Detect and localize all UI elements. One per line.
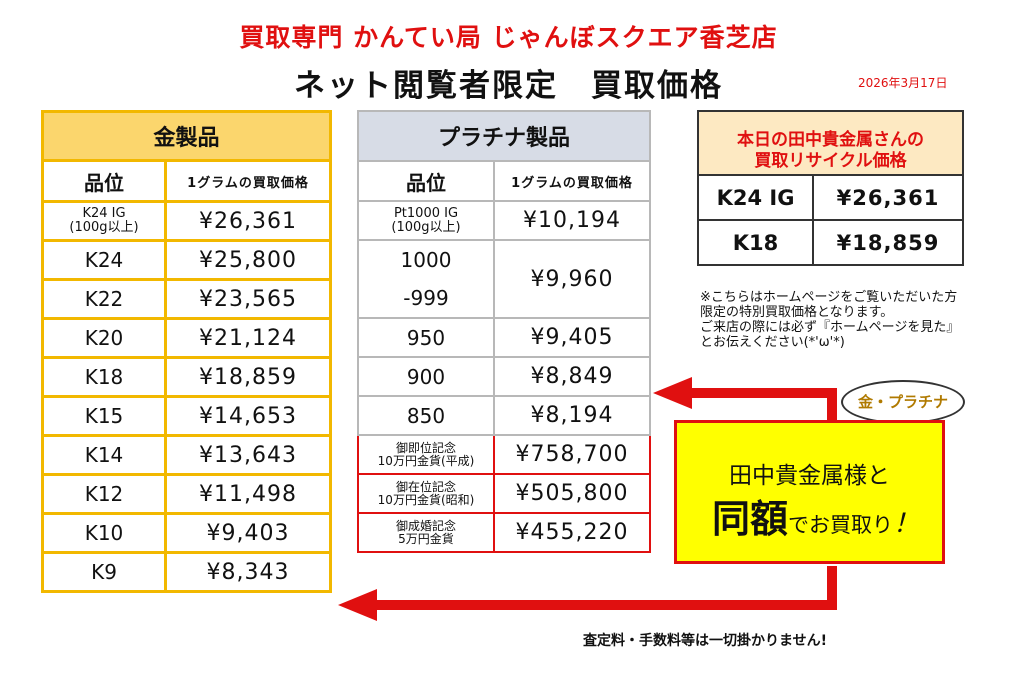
table-row: 950 ¥9,405 xyxy=(357,317,651,358)
gold-grade: K20 xyxy=(41,317,167,359)
platinum-col-price: 1グラムの買取価格 xyxy=(493,160,651,202)
platinum-grade-bottom: -999 xyxy=(357,279,495,319)
tanaka-price: ¥26,361 xyxy=(812,176,962,220)
platinum-price-table: プラチナ製品 品位 1グラムの買取価格 Pt1000 IG (100g以上) ¥… xyxy=(357,110,651,553)
table-row: -999 xyxy=(357,279,650,319)
gold-price: ¥18,859 xyxy=(164,356,332,398)
gold-price: ¥14,653 xyxy=(164,395,332,437)
platinum-price: ¥8,194 xyxy=(493,395,651,436)
gold-col-price: 1グラムの買取価格 xyxy=(164,159,332,203)
coin-price: ¥758,700 xyxy=(493,434,651,475)
special-price-note: ※こちらはホームページをご覧いただいた方限定の特別買取価格となります。 ご来店の… xyxy=(700,290,960,350)
gold-price: ¥25,800 xyxy=(164,239,332,281)
table-row: 900 ¥8,849 xyxy=(357,356,651,397)
table-row: K14 ¥13,643 xyxy=(41,434,332,476)
table-row: K20 ¥21,124 xyxy=(41,317,332,359)
page-title: ネット閲覧者限定 買取価格 xyxy=(294,68,723,104)
promo-bang: ！ xyxy=(893,509,920,539)
promo-box xyxy=(674,420,945,564)
coin-price: ¥455,220 xyxy=(493,512,651,553)
gold-price: ¥13,643 xyxy=(164,434,332,476)
tanaka-grade: K18 xyxy=(699,219,814,264)
platinum-price: ¥9,405 xyxy=(493,317,651,358)
table-row: K15 ¥14,653 xyxy=(41,395,332,437)
table-row: Pt1000 IG (100g以上) ¥10,194 xyxy=(357,200,651,241)
platinum-grade: 950 xyxy=(357,317,495,358)
table-row: K10 ¥9,403 xyxy=(41,512,332,554)
tanaka-price-box: 本日の田中貴金属さんの 買取リサイクル価格 K24 IG ¥26,361 K18… xyxy=(697,110,964,266)
table-row: 御成婚記念 5万円金貨 ¥455,220 xyxy=(357,512,651,553)
promo-line2: 同額でお買取り！ xyxy=(680,488,951,543)
coin-name: 御成婚記念 5万円金貨 xyxy=(357,512,495,553)
platinum-grade: 900 xyxy=(357,356,495,397)
table-row: K18 ¥18,859 xyxy=(41,356,332,398)
gold-price: ¥11,498 xyxy=(164,473,332,515)
promo-big: 同額 xyxy=(711,497,788,541)
gold-price: ¥21,124 xyxy=(164,317,332,359)
platinum-grade-top: 1000 xyxy=(357,239,495,279)
platinum-price: ¥10,194 xyxy=(493,200,651,241)
platinum-grade: 850 xyxy=(357,395,495,436)
tanaka-heading: 本日の田中貴金属さんの 買取リサイクル価格 xyxy=(699,112,962,176)
table-row: K24 ¥25,800 xyxy=(41,239,332,281)
gold-table-title: 金製品 xyxy=(41,110,332,162)
table-row: 1000 ¥9,960 xyxy=(357,239,651,319)
table-row: K24 IG ¥26,361 xyxy=(699,176,962,220)
gold-grade: K9 xyxy=(41,551,167,593)
footer-note: 査定料・手数料等は一切掛かりません! xyxy=(583,633,827,649)
arrow-to-platinum-icon xyxy=(653,377,837,424)
coin-name: 御在位記念 10万円金貨(昭和) xyxy=(357,473,495,514)
table-row: K18 ¥18,859 xyxy=(699,219,962,264)
table-row: K9 ¥8,343 xyxy=(41,551,332,593)
gold-grade: K12 xyxy=(41,473,167,515)
gold-price-table: 金製品 品位 1グラムの買取価格 K24 IG (100g以上) ¥26,361… xyxy=(41,110,332,593)
platinum-grade: Pt1000 IG (100g以上) xyxy=(357,200,495,241)
gold-grade: K24 IG (100g以上) xyxy=(41,200,167,242)
table-row: K12 ¥11,498 xyxy=(41,473,332,515)
table-row: K24 IG (100g以上) ¥26,361 xyxy=(41,200,332,242)
table-row: 御即位記念 10万円金貨(平成) ¥758,700 xyxy=(357,434,651,475)
promo-line1: 田中貴金属様と xyxy=(729,463,890,489)
gold-grade: K22 xyxy=(41,278,167,320)
gold-platinum-badge: 金・プラチナ xyxy=(841,380,965,424)
gold-col-grade: 品位 xyxy=(41,159,167,203)
gold-grade: K18 xyxy=(41,356,167,398)
table-row: K22 ¥23,565 xyxy=(41,278,332,320)
coin-name: 御即位記念 10万円金貨(平成) xyxy=(357,434,495,475)
arrow-to-gold-icon xyxy=(338,566,837,621)
gold-price: ¥9,403 xyxy=(164,512,332,554)
platinum-price: ¥8,849 xyxy=(493,356,651,397)
store-name: 買取専門 かんてい局 じゃんぼスクエア香芝店 xyxy=(239,23,778,52)
gold-grade: K10 xyxy=(41,512,167,554)
gold-price: ¥23,565 xyxy=(164,278,332,320)
table-row: 御在位記念 10万円金貨(昭和) ¥505,800 xyxy=(357,473,651,514)
tanaka-price: ¥18,859 xyxy=(812,219,962,264)
platinum-col-grade: 品位 xyxy=(357,160,495,202)
promo-rest: でお買取り xyxy=(788,513,893,537)
coin-price: ¥505,800 xyxy=(493,473,651,514)
table-row: 850 ¥8,194 xyxy=(357,395,651,436)
gold-price: ¥8,343 xyxy=(164,551,332,593)
gold-grade: K15 xyxy=(41,395,167,437)
gold-price: ¥26,361 xyxy=(164,200,332,242)
gold-grade: K24 xyxy=(41,239,167,281)
platinum-price: ¥9,960 xyxy=(493,239,651,319)
platinum-table-title: プラチナ製品 xyxy=(357,110,651,162)
date-label: 2026年3月17日 xyxy=(858,76,948,90)
gold-grade: K14 xyxy=(41,434,167,476)
tanaka-grade: K24 IG xyxy=(716,185,795,210)
